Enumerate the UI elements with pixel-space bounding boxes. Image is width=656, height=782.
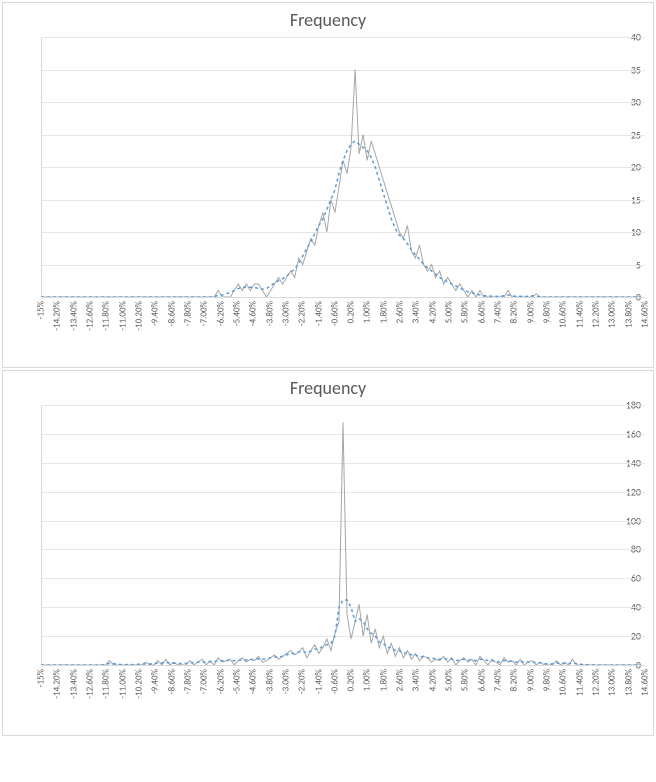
x-tick-label: 5.80% — [460, 301, 471, 323]
x-tick-label: -1.40% — [313, 301, 324, 326]
x-tick-label: 14.60% — [640, 669, 651, 696]
x-tick-label: 13.00% — [607, 669, 618, 696]
x-axis: -15%-14.20%-13.40%-12.60%-11.80%-11.00%-… — [41, 665, 645, 735]
x-tick-label: -14.20% — [52, 669, 63, 699]
x-tick-label: 11.40% — [574, 669, 585, 696]
x-tick-label: -5.40% — [231, 669, 242, 694]
x-tick-label: 11.40% — [574, 301, 585, 328]
series-raw — [41, 422, 641, 665]
chart-svg — [41, 405, 645, 665]
x-tick-label: -1.40% — [313, 669, 324, 694]
x-tick-label: -7.00% — [199, 301, 210, 326]
x-tick-label: 10.60% — [558, 301, 569, 328]
x-tick-label: 5.00% — [444, 669, 455, 691]
x-tick-label: 12.20% — [591, 301, 602, 328]
x-tick-label: 2.60% — [395, 301, 406, 323]
x-tick-label: -3.80% — [264, 669, 275, 694]
chart-panel-1: Frequency 0510152025303540 -15% -14.20% -13.… — [2, 2, 654, 368]
x-tick-label: 1.00% — [362, 301, 373, 323]
x-tick-label: -3.00% — [280, 669, 291, 694]
x-tick-label: 8.20% — [509, 301, 520, 323]
x-tick-label: 3.40% — [411, 669, 422, 691]
x-tick-label: 1.80% — [378, 669, 389, 691]
x-tick-label: -3.80% — [264, 301, 275, 326]
x-tick-label: 2.60% — [395, 669, 406, 691]
x-tick-label: -7.80% — [182, 669, 193, 694]
x-tick-label: -5.40% — [231, 301, 242, 326]
x-tick-label: -11.80% — [101, 301, 112, 331]
series-smooth — [41, 600, 641, 665]
x-tick-label: -7.80% — [182, 301, 193, 326]
x-tick-label: -6.20% — [215, 301, 226, 326]
x-tick-label: 6.60% — [476, 669, 487, 691]
x-tick-label: -15% — [36, 669, 47, 687]
x-tick-label: -10.20% — [133, 669, 144, 699]
x-tick-label: -10.20% — [133, 301, 144, 331]
plot-area: 020406080100120140160180 — [11, 405, 645, 665]
x-tick-label: -0.60% — [329, 301, 340, 326]
x-tick-label: -4.60% — [248, 669, 259, 694]
x-tick-label: 14.60% — [640, 301, 651, 328]
x-tick-label: 0.20% — [346, 669, 357, 691]
x-tick-label: 10.60% — [558, 669, 569, 696]
x-tick-label: 8.20% — [509, 669, 520, 691]
x-tick-label: -13.40% — [68, 669, 79, 699]
x-tick-label: -12.60% — [84, 301, 95, 331]
x-tick-label: 7.40% — [493, 301, 504, 323]
x-tick-label: -0.60% — [329, 669, 340, 694]
x-tick-label: -15% — [36, 301, 47, 319]
x-tick-label: -2.20% — [297, 669, 308, 694]
x-tick-label: -4.60% — [248, 301, 259, 326]
x-tick-label: 4.20% — [427, 301, 438, 323]
x-tick-label: 13.80% — [623, 301, 634, 328]
x-tick-label: 9.00% — [525, 301, 536, 323]
chart-title: Frequency — [3, 3, 653, 33]
x-tick-label: -12.60% — [84, 669, 95, 699]
plot-area: 0510152025303540 — [11, 37, 645, 297]
x-tick-label: 9.00% — [525, 669, 536, 691]
x-tick-label: 5.80% — [460, 669, 471, 691]
x-tick-label: 9.80% — [542, 301, 553, 323]
x-tick-label: -9.40% — [150, 669, 161, 694]
plot-wrap: 020406080100120140160180 -15% -14.20% -13.4… — [3, 401, 653, 735]
x-tick-label: 13.00% — [607, 301, 618, 328]
x-tick-label: -11.80% — [101, 669, 112, 699]
x-tick-label: 6.60% — [476, 301, 487, 323]
x-tick-label: 4.20% — [427, 669, 438, 691]
x-tick-label: 0.20% — [346, 301, 357, 323]
x-tick-label: -6.20% — [215, 669, 226, 694]
x-tick-label: -14.20% — [52, 301, 63, 331]
chart-svg — [41, 37, 645, 297]
x-tick-label: 7.40% — [493, 669, 504, 691]
x-tick-label: 13.80% — [623, 669, 634, 696]
x-tick-label: -13.40% — [68, 301, 79, 331]
x-tick-label: 5.00% — [444, 301, 455, 323]
x-tick-label: -9.40% — [150, 301, 161, 326]
series-raw — [41, 70, 641, 298]
x-tick-label: -8.60% — [166, 301, 177, 326]
plot-wrap: 0510152025303540 -15% -14.20% -13.40% -12.60… — [3, 33, 653, 367]
x-tick-label: -3.00% — [280, 301, 291, 326]
chart-panel-2: Frequency 020406080100120140160180 -15% -14… — [2, 370, 654, 736]
x-tick-label: -11.00% — [117, 669, 128, 699]
x-tick-label: 1.80% — [378, 301, 389, 323]
x-tick-label: 12.20% — [591, 669, 602, 696]
x-tick-label: -7.00% — [199, 669, 210, 694]
x-tick-label: -8.60% — [166, 669, 177, 694]
x-tick-label: -11.00% — [117, 301, 128, 331]
x-tick-label: 9.80% — [542, 669, 553, 691]
x-tick-label: 3.40% — [411, 301, 422, 323]
x-axis: -15%-14.20%-13.40%-12.60%-11.80%-11.00%-… — [41, 297, 645, 367]
x-tick-label: -2.20% — [297, 301, 308, 326]
chart-title: Frequency — [3, 371, 653, 401]
x-tick-label: 1.00% — [362, 669, 373, 691]
series-smooth — [41, 141, 641, 297]
